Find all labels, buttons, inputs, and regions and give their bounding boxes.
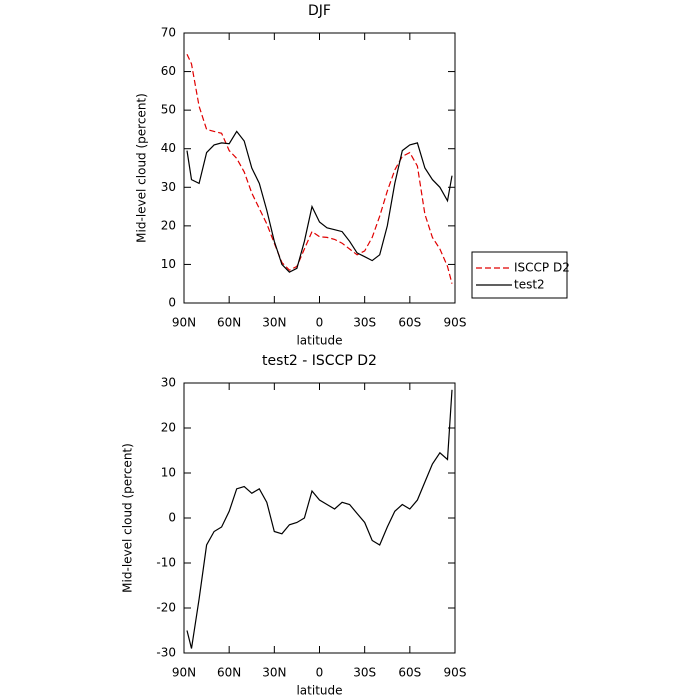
x-tick-label: 30S [353,316,376,330]
chart-title: DJF [308,3,331,19]
x-tick-label: 90S [444,666,467,680]
y-tick-label: 10 [161,466,176,480]
legend-box [471,251,568,299]
x-tick-label: 30N [262,316,286,330]
x-tick-label: 0 [316,666,324,680]
y-tick-label: 0 [168,296,176,310]
y-tick-label: 60 [161,64,176,78]
x-tick-label: 60N [217,316,241,330]
y-tick-label: 20 [161,218,176,232]
y-tick-label: 30 [161,180,176,194]
y-tick-label: 20 [161,421,176,435]
x-tick-label: 30N [262,666,286,680]
x-axis-label: latitude [296,334,342,348]
x-tick-label: 90N [172,316,196,330]
x-tick-label: 60N [217,666,241,680]
x-tick-label: 0 [316,316,324,330]
y-axis-label: Mid-level cloud (percent) [135,93,149,243]
y-tick-label: -10 [156,556,176,570]
plot-frame [183,382,456,654]
y-axis-label: Mid-level cloud (percent) [121,443,135,593]
legend-label: test2 [514,278,545,292]
y-tick-label: 0 [168,511,176,525]
x-tick-label: 90S [444,316,467,330]
y-tick-label: -20 [156,601,176,615]
y-tick-label: 30 [161,376,176,390]
x-tick-label: 60S [398,666,421,680]
x-tick-label: 90N [172,666,196,680]
series-line [186,389,453,649]
x-tick-label: 30S [353,666,376,680]
series-line [186,53,453,284]
x-axis-label: latitude [296,684,342,698]
legend-label: ISCCP D2 [514,261,570,275]
y-tick-label: 10 [161,257,176,271]
y-tick-label: -30 [156,646,176,660]
chart-title: test2 - ISCCP D2 [262,353,377,369]
y-tick-label: 70 [161,26,176,40]
x-tick-label: 60S [398,316,421,330]
y-tick-label: 40 [161,141,176,155]
series-line [186,130,453,273]
plot-frame [183,32,456,304]
y-tick-label: 50 [161,103,176,117]
